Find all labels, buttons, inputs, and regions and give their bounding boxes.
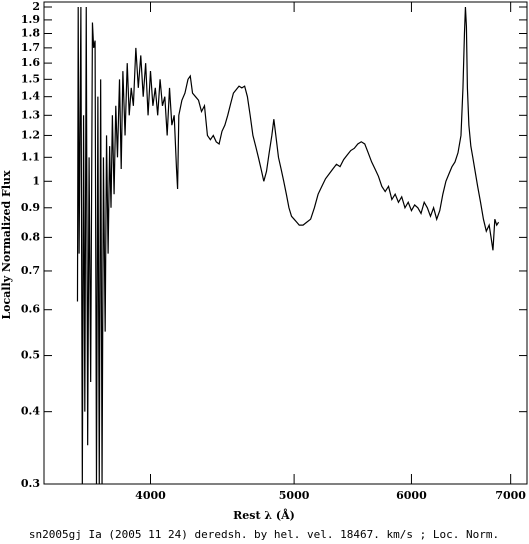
y-tick-label: 1.1 <box>21 150 40 163</box>
y-tick-label: 0.7 <box>21 264 40 277</box>
x-tick-label: 7000 <box>495 489 526 502</box>
plot-frame <box>43 1 528 485</box>
y-tick-label: 1.9 <box>21 13 40 26</box>
y-tick-label: 0.8 <box>21 230 40 243</box>
y-tick-label: 1.5 <box>21 72 40 85</box>
y-tick-label: 1.6 <box>21 56 40 69</box>
chart-title: sn2005gj Ia (2005 11 24) deredsh. by hel… <box>29 528 499 541</box>
y-tick-label: 0.5 <box>21 349 40 362</box>
y-tick-label: 1.8 <box>21 26 40 39</box>
y-tick-label: 2 <box>32 0 40 13</box>
y-tick-label: 0.4 <box>21 405 40 418</box>
y-axis-label: Locally Normalized Flux <box>0 170 13 320</box>
x-tick-label: 5000 <box>279 489 310 502</box>
y-tick-label: 1.7 <box>21 41 40 54</box>
x-tick-label: 6000 <box>396 489 427 502</box>
y-tick-label: 0.6 <box>21 303 40 316</box>
x-tick-label: 4000 <box>135 489 166 502</box>
y-tick-label: 1 <box>32 174 40 187</box>
y-tick-label: 0.3 <box>21 477 40 490</box>
y-tick-label: 1.4 <box>21 90 40 103</box>
y-tick-label: 0.9 <box>21 201 40 214</box>
spectrum-line <box>76 6 500 484</box>
x-axis-label: Rest λ (Å) <box>233 508 295 522</box>
y-tick-label: 1.2 <box>21 128 40 141</box>
y-tick-label: 1.3 <box>21 108 40 121</box>
